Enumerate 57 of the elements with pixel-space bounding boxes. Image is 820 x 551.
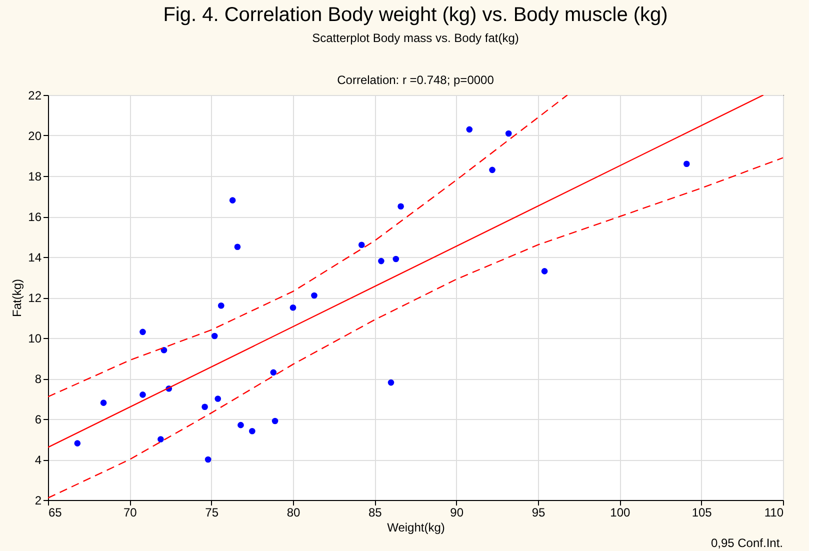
x-axis-title: Weight(kg)	[387, 520, 445, 534]
chart-subtitle: Scatterplot Body mass vs. Body fat(kg)	[312, 31, 519, 45]
chart-title: Fig. 4. Correlation Body weight (kg) vs. Body muscle (kg)	[163, 4, 668, 26]
point	[541, 268, 548, 274]
point	[505, 130, 512, 137]
point	[249, 428, 256, 434]
x-tick-label: 75	[205, 506, 219, 520]
y-tick-label: 6	[34, 412, 42, 426]
y-tick-label: 16	[28, 210, 42, 224]
point	[140, 328, 146, 336]
text: 0,95 Conf.Int.	[710, 536, 783, 550]
y-tick-label: 4	[34, 453, 42, 467]
point	[218, 302, 224, 309]
y-tick-label: 14	[28, 250, 42, 264]
x-tick-label: 85	[368, 506, 382, 520]
point	[311, 292, 318, 299]
point	[202, 404, 208, 410]
point	[398, 203, 404, 210]
point	[238, 422, 244, 428]
point	[214, 396, 222, 402]
point	[211, 332, 218, 340]
point	[160, 346, 168, 354]
x-tick-label: 70	[123, 506, 138, 520]
y-tick-label: 12	[28, 291, 42, 305]
point	[140, 392, 146, 398]
y-axis-title: Fat(kg)	[10, 278, 24, 318]
text: Correlation: r =0.748; p=0000	[337, 73, 494, 87]
y-tick-label: 18	[28, 170, 42, 184]
point	[270, 369, 277, 376]
point	[74, 440, 81, 446]
point	[204, 456, 212, 463]
x-tick-label: 90	[450, 506, 464, 520]
point	[272, 418, 278, 424]
point	[378, 258, 384, 264]
point	[388, 379, 394, 386]
x-tick-label: 100	[610, 506, 630, 520]
x-tick-label: 65	[48, 506, 62, 520]
point	[466, 126, 473, 133]
y-tick-label: 22	[28, 88, 42, 102]
x-tick-label: 80	[286, 506, 300, 520]
point	[100, 400, 107, 406]
point	[683, 160, 690, 168]
line-series	[48, 95, 568, 398]
y-tick-label: 10	[28, 332, 42, 346]
point	[358, 242, 365, 248]
point	[392, 256, 400, 262]
y-tick-label: 8	[34, 372, 42, 386]
point	[489, 166, 496, 174]
x-tick-label: 95	[532, 506, 546, 520]
x-tick-label: 110	[764, 506, 784, 520]
x-tick-label: 105	[692, 506, 712, 520]
y-tick-label: 20	[28, 129, 42, 143]
point	[229, 197, 236, 204]
point	[158, 436, 164, 442]
point	[234, 244, 241, 250]
point	[290, 304, 296, 311]
y-tick-label: 2	[34, 494, 42, 508]
